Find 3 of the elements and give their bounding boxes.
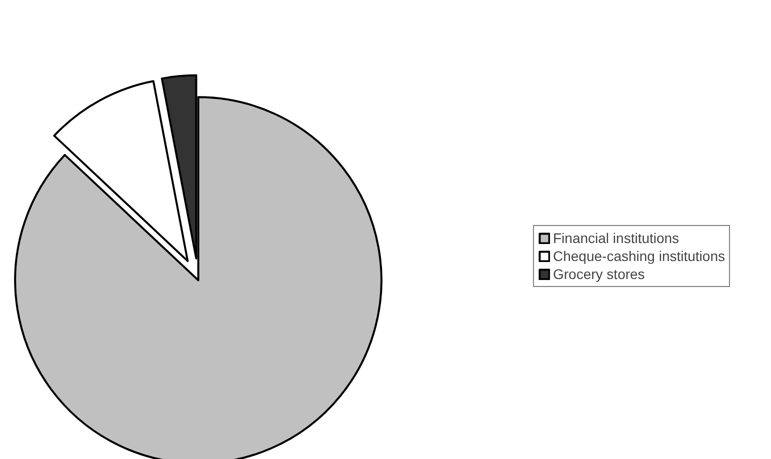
legend-label: Financial institutions	[553, 230, 680, 246]
legend-label: Cheque-cashing institutions	[553, 248, 725, 264]
legend-label: Grocery stores	[553, 266, 645, 282]
